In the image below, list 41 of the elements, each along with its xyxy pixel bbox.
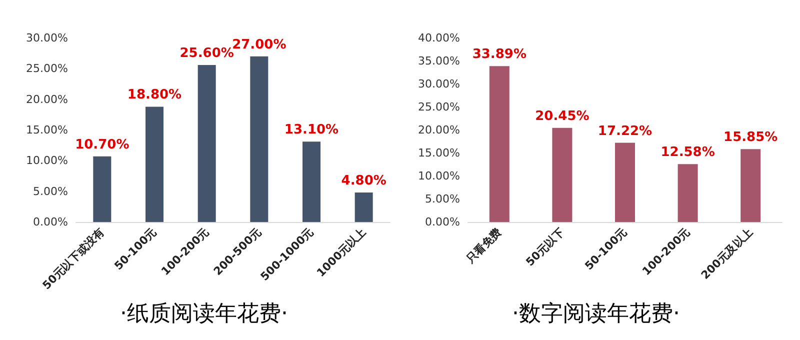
data-label: 15.85% — [724, 130, 778, 146]
bar — [250, 56, 268, 222]
text: ·数字阅读年花费· — [512, 302, 680, 326]
data-label: 10.70% — [75, 137, 130, 152]
data-label: 12.58% — [660, 145, 715, 160]
y-tick-label: 35.00% — [418, 54, 460, 68]
bar — [678, 164, 698, 222]
bar — [740, 149, 761, 222]
bar — [489, 66, 510, 222]
bar — [198, 64, 216, 222]
y-tick-label: 25.00% — [26, 62, 68, 76]
y-tick-label: 5.00% — [425, 192, 460, 206]
bar — [302, 142, 320, 222]
y-tick-label: 15.00% — [418, 146, 460, 160]
data-label: 25.60% — [180, 46, 234, 61]
data-label: 18.80% — [127, 88, 182, 103]
data-label: 27.00% — [232, 37, 286, 52]
x-tick-label: 只看免费 — [462, 225, 504, 266]
y-tick-label: 15.00% — [26, 124, 68, 136]
bar — [615, 142, 635, 222]
y-tick-label: 0.00% — [425, 216, 460, 228]
text: ·纸质阅读年花费· — [120, 302, 288, 326]
y-tick-label: 20.00% — [418, 124, 460, 136]
y-tick-label: 40.00% — [418, 32, 460, 44]
y-tick-label: 10.00% — [26, 154, 68, 168]
data-label: 20.45% — [535, 108, 590, 124]
bar — [552, 128, 572, 222]
data-label: 17.22% — [598, 124, 652, 139]
y-tick-label: 10.00% — [418, 170, 460, 182]
y-tick-label: 20.00% — [26, 92, 68, 106]
bar — [93, 156, 112, 222]
bar — [146, 106, 164, 222]
x-tick-label: 50元以下 — [523, 225, 567, 269]
data-label: 33.89% — [472, 47, 526, 62]
data-label: 4.80% — [341, 174, 386, 189]
data-label: 13.10% — [284, 122, 339, 138]
y-tick-label: 5.00% — [33, 184, 68, 198]
bar — [354, 192, 373, 222]
y-tick-label: 25.00% — [418, 100, 460, 114]
y-tick-label: 30.00% — [26, 32, 68, 44]
y-tick-label: 30.00% — [418, 78, 460, 90]
